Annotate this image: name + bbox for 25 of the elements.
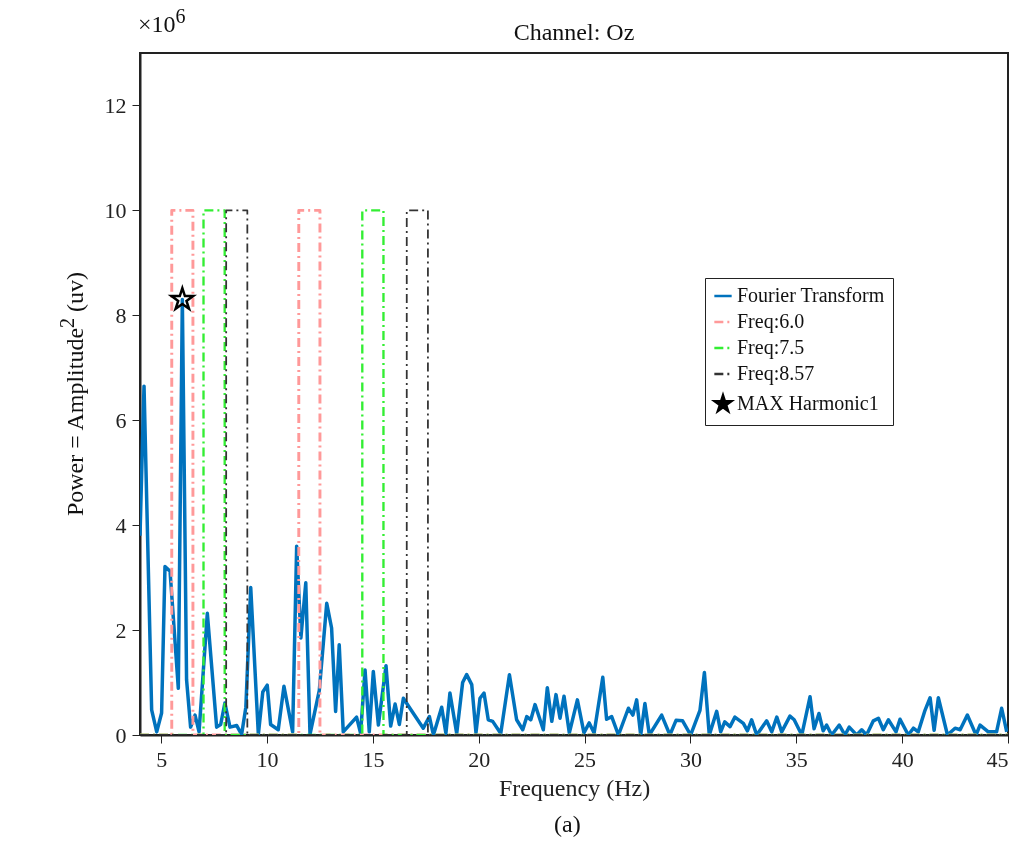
x-tick-label: 45	[986, 746, 1009, 772]
legend-label: MAX Harmonic1	[737, 392, 879, 414]
x-tick-label: 15	[362, 746, 385, 772]
legend-label: Fourier Transform	[737, 284, 885, 306]
y-tick-label: 10	[104, 197, 127, 223]
y-tick-label: 6	[115, 407, 127, 433]
legend-label: Freq:7.5	[737, 336, 805, 359]
legend-label: Freq:8.57	[737, 362, 815, 385]
text: ×10$^{6}$	[138, 5, 186, 38]
text: (a)	[554, 811, 581, 838]
x-tick-label: 10	[256, 746, 279, 772]
y-tick-label: 12	[104, 92, 127, 118]
x-tick-label: 5	[156, 746, 168, 772]
x-axis-title: Frequency (Hz)	[498, 774, 651, 801]
x-tick-label: 30	[679, 746, 702, 772]
x-tick-label: 20	[468, 746, 491, 772]
x-tick-label: 25	[574, 746, 597, 772]
x-tick-label: 40	[891, 746, 914, 772]
x-tick-label: 35	[785, 746, 808, 772]
y-tick-label: 2	[115, 617, 127, 643]
y-tick-label: 0	[115, 722, 127, 748]
legend-label: Freq:6.0	[737, 310, 805, 333]
y-tick-label: 4	[115, 512, 127, 538]
chart-title: Channel: Oz	[513, 19, 635, 45]
y-tick-label: 8	[115, 302, 127, 328]
